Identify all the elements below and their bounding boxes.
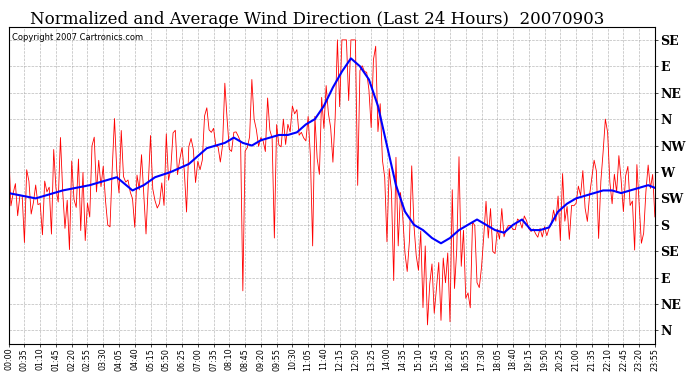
Text: Copyright 2007 Cartronics.com: Copyright 2007 Cartronics.com [12, 33, 143, 42]
Text: Normalized and Average Wind Direction (Last 24 Hours)  20070903: Normalized and Average Wind Direction (L… [30, 11, 604, 28]
